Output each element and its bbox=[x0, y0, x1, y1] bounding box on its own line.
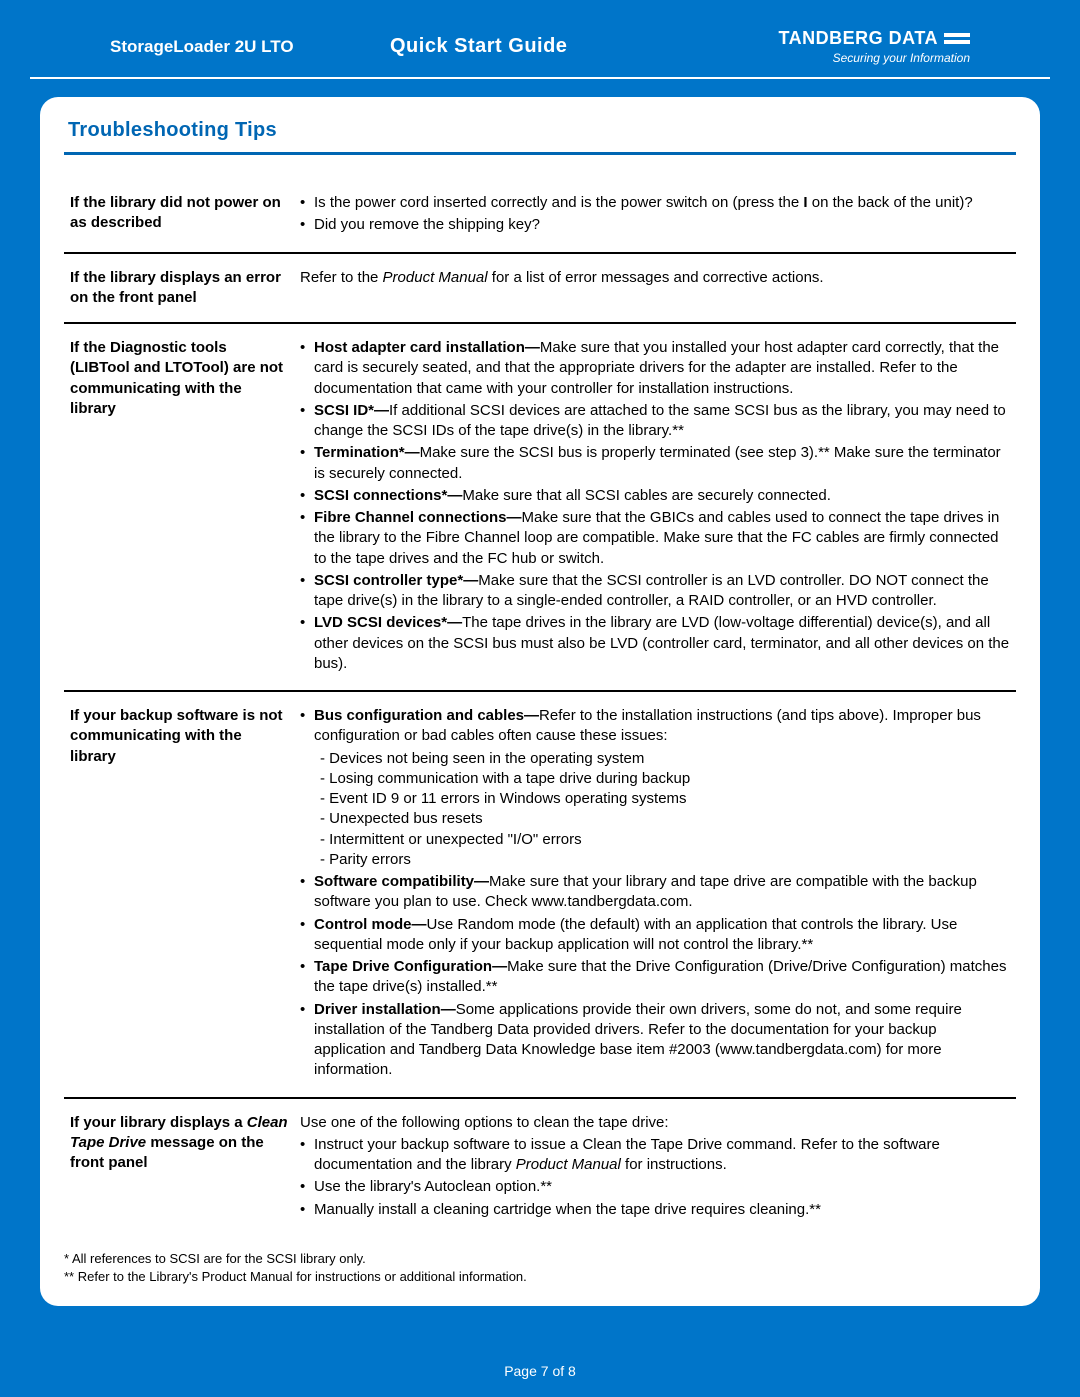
table-row: If the library displays an error on the … bbox=[64, 253, 1016, 324]
content-card: Troubleshooting Tips If the library did … bbox=[40, 97, 1040, 1306]
solution-cell: Refer to the Product Manual for a list o… bbox=[294, 253, 1016, 324]
issue-cell: If your backup software is not communica… bbox=[64, 691, 294, 1098]
brand-tagline: Securing your Information bbox=[779, 51, 970, 65]
footnotes: * All references to SCSI are for the SCS… bbox=[64, 1250, 1016, 1286]
doc-title: Quick Start Guide bbox=[390, 35, 779, 58]
issue-cell: If the library did not power on as descr… bbox=[64, 179, 294, 253]
page-header: StorageLoader 2U LTO Quick Start Guide T… bbox=[30, 0, 1050, 79]
brand-bars-icon bbox=[944, 33, 970, 44]
issue-cell: If the Diagnostic tools (LIBTool and LTO… bbox=[64, 323, 294, 691]
table-row: If the library did not power on as descr… bbox=[64, 179, 1016, 253]
troubleshooting-table: If the library did not power on as descr… bbox=[64, 179, 1016, 1236]
product-name: StorageLoader 2U LTO bbox=[110, 37, 390, 57]
brand-name: TANDBERG DATA bbox=[779, 28, 938, 49]
issue-cell: If the library displays an error on the … bbox=[64, 253, 294, 324]
solution-cell: Bus configuration and cables—Refer to th… bbox=[294, 691, 1016, 1098]
solution-cell: Host adapter card installation—Make sure… bbox=[294, 323, 1016, 691]
table-row: If your backup software is not communica… bbox=[64, 691, 1016, 1098]
brand-block: TANDBERG DATA Securing your Information bbox=[779, 28, 970, 65]
solution-cell: Is the power cord inserted correctly and… bbox=[294, 179, 1016, 253]
table-row: If your library displays a Clean Tape Dr… bbox=[64, 1098, 1016, 1236]
footnote-2: ** Refer to the Library's Product Manual… bbox=[64, 1268, 1016, 1286]
issue-cell: If your library displays a Clean Tape Dr… bbox=[64, 1098, 294, 1236]
solution-cell: Use one of the following options to clea… bbox=[294, 1098, 1016, 1236]
page-number: Page 7 of 8 bbox=[0, 1363, 1080, 1379]
section-title: Troubleshooting Tips bbox=[64, 115, 1016, 155]
table-row: If the Diagnostic tools (LIBTool and LTO… bbox=[64, 323, 1016, 691]
footnote-1: * All references to SCSI are for the SCS… bbox=[64, 1250, 1016, 1268]
